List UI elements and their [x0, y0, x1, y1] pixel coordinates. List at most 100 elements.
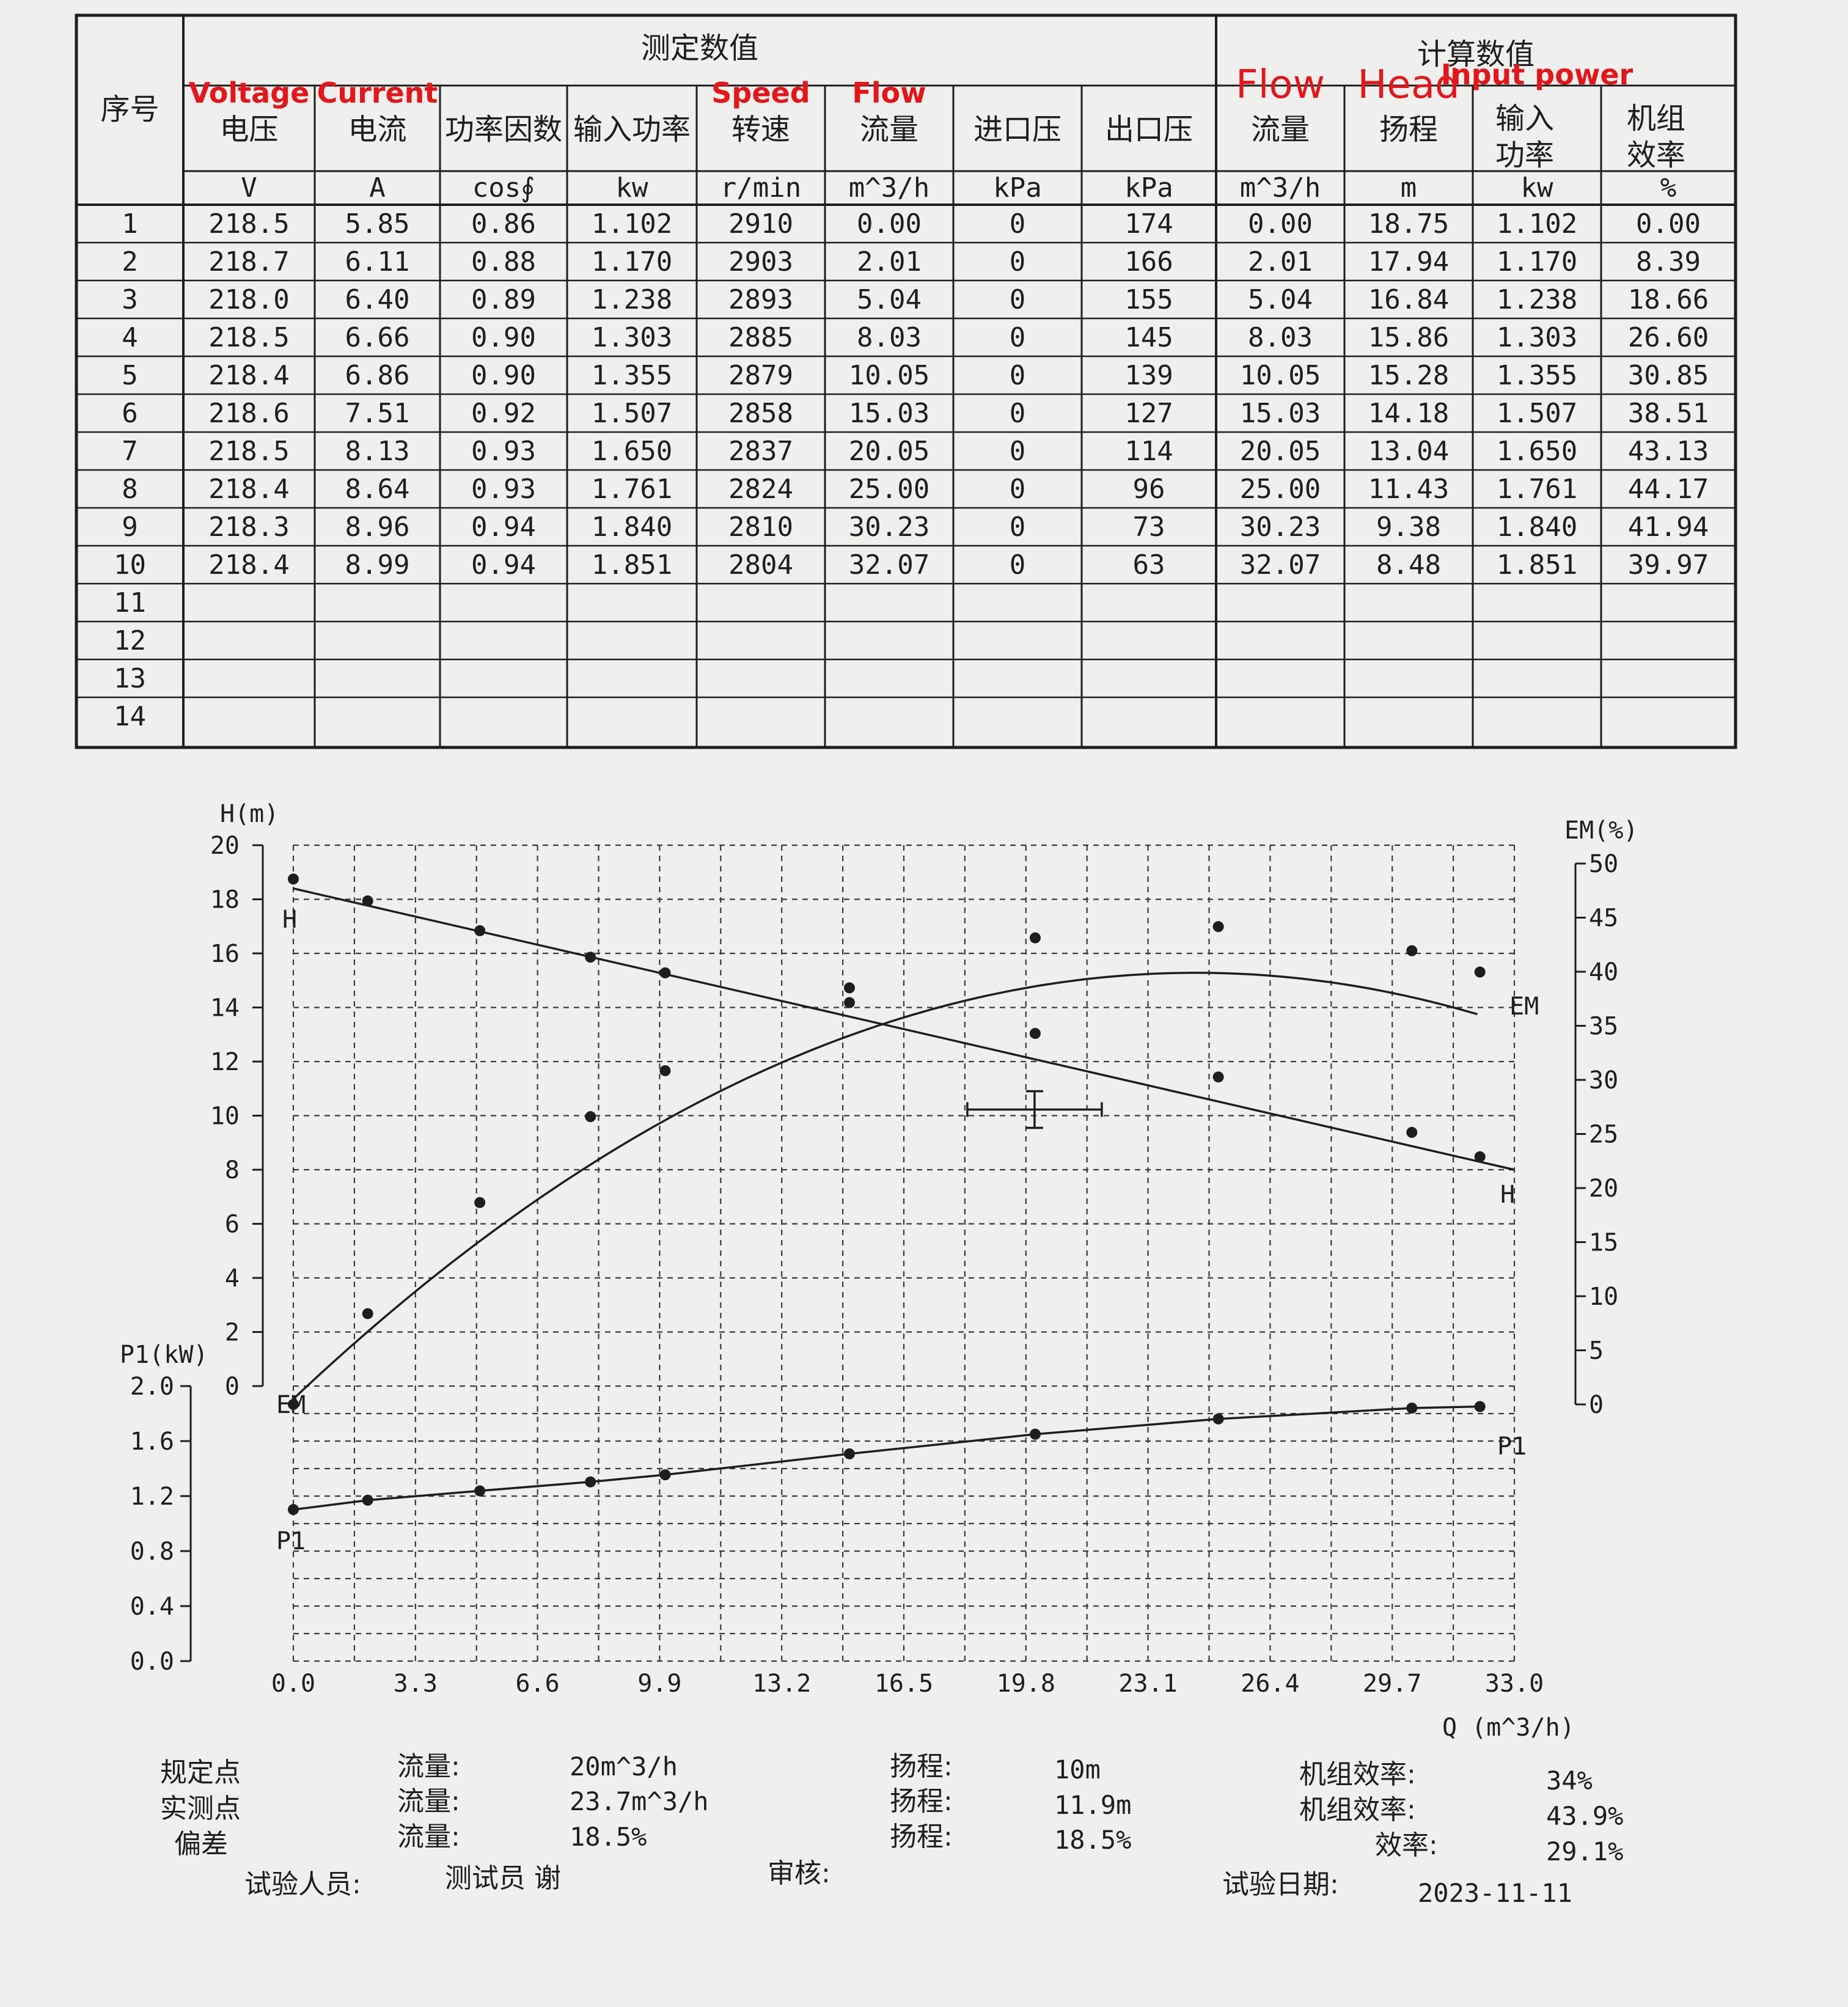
table-cell: 2810 [728, 512, 793, 543]
efficiency-axis-tick-label: 45 [1589, 904, 1618, 933]
power-point [843, 1448, 855, 1459]
footer-eff-label: 机组效率: [1299, 1794, 1416, 1825]
table-cell: 2.01 [857, 246, 922, 277]
power-point [362, 1494, 373, 1506]
table-cell: 8.03 [857, 322, 922, 353]
head-curve [293, 887, 1515, 1171]
footer-head-value: 18.5% [1054, 1825, 1131, 1855]
efficiency-axis-tick-label: 20 [1589, 1175, 1618, 1203]
table-cell: 30.23 [1240, 512, 1321, 543]
table-cell: 11 [114, 587, 146, 618]
column-unit: cos∮ [472, 172, 535, 204]
efficiency-point [1406, 945, 1418, 956]
table-cell: 13.04 [1368, 436, 1449, 467]
table-cell: 38.51 [1628, 398, 1709, 429]
x-axis-tick-label: 19.8 [997, 1670, 1055, 1698]
test-date-label: 试验日期: [1222, 1869, 1339, 1900]
efficiency-point [1029, 932, 1041, 944]
table-cell: 2893 [728, 284, 793, 315]
table-cell: 0.00 [1248, 208, 1313, 240]
head-curve-label: H [1500, 1181, 1515, 1209]
column-annotation: Speed [711, 76, 810, 109]
footer-head-value: 10m [1054, 1755, 1101, 1785]
table-cell: 0 [1010, 398, 1026, 429]
table-cell: 8.13 [345, 436, 410, 467]
table-cell: 16.84 [1368, 284, 1449, 315]
footer-head-value: 11.9m [1054, 1790, 1131, 1820]
efficiency-point [1474, 966, 1486, 978]
column-unit: kw [616, 172, 648, 204]
table-cell: 0 [1010, 360, 1026, 391]
power-point [288, 1504, 299, 1516]
table-cell: 20.05 [1240, 436, 1321, 467]
table-cell: 43.13 [1628, 436, 1709, 467]
table-cell: 7 [122, 436, 138, 467]
table-cell: 5.85 [345, 208, 410, 240]
footer-row-label: 偏差 [174, 1829, 228, 1860]
table-cell: 1.238 [592, 284, 672, 315]
head-axis-tick-label: 2 [225, 1319, 240, 1347]
x-axis-tick-label: 26.4 [1241, 1670, 1299, 1698]
table-cell: 3 [122, 284, 138, 315]
table-cell: 114 [1124, 436, 1173, 467]
head-point [585, 952, 596, 963]
column-header: 流量 [1251, 112, 1310, 147]
table-cell: 218.4 [208, 474, 289, 505]
table-cell: 0.00 [857, 208, 922, 240]
column-unit: m [1401, 172, 1417, 204]
table-cell: 6 [122, 398, 138, 429]
column-header: 进口压 [974, 112, 1062, 147]
column-unit: kw [1521, 172, 1553, 204]
table-cell: 1.303 [592, 322, 672, 353]
footer-head-label: 扬程: [890, 1751, 953, 1782]
column-header: 转速 [732, 112, 790, 147]
table-cell: 0.88 [471, 246, 536, 277]
table-cell: 10.05 [849, 360, 930, 391]
power-axis-tick-label: 0.8 [130, 1538, 174, 1566]
tester-name: 测试员 谢 [445, 1863, 561, 1894]
table-cell: 1.851 [1497, 549, 1577, 581]
head-point [474, 925, 486, 936]
column-annotation: Head [1357, 62, 1459, 108]
head-point [362, 895, 373, 907]
efficiency-axis-label: EM(%) [1564, 816, 1638, 845]
table-cell: 218.6 [208, 398, 289, 429]
power-point [474, 1485, 486, 1497]
head-axis-tick-label: 18 [210, 886, 240, 914]
column-unit: kPa [993, 172, 1041, 204]
table-cell: 8.64 [345, 474, 410, 505]
table-cell: 0 [1010, 322, 1026, 353]
column-unit: A [369, 172, 386, 204]
table-cell: 96 [1133, 474, 1165, 505]
table-cell: 63 [1133, 549, 1165, 581]
head-point [1212, 1071, 1224, 1083]
table-cell: 6.86 [345, 360, 410, 391]
x-axis-tick-label: 29.7 [1363, 1670, 1421, 1698]
table-cell: 7.51 [345, 398, 410, 429]
table-cell: 1.170 [1497, 246, 1577, 277]
table-cell: 20.05 [849, 436, 930, 467]
test-date-value: 2023-11-11 [1418, 1878, 1572, 1908]
footer-head-label: 扬程: [890, 1821, 953, 1852]
measured-group-header: 测定数值 [641, 31, 758, 65]
efficiency-axis-tick-label: 35 [1589, 1013, 1618, 1041]
head-axis-tick-label: 14 [210, 994, 240, 1022]
efficiency-point [843, 982, 855, 994]
table-cell: 127 [1124, 398, 1173, 429]
power-axis-tick-label: 1.2 [130, 1483, 174, 1511]
power-axis-tick-label: 2.0 [130, 1373, 174, 1401]
head-axis-tick-label: 0 [225, 1373, 240, 1401]
table-cell: 9 [122, 512, 138, 543]
table-cell: 25.00 [849, 474, 930, 505]
table-cell: 8.03 [1248, 322, 1313, 353]
table-cell: 0.93 [471, 436, 536, 467]
table-cell: 15.03 [1240, 398, 1321, 429]
table-cell: 15.86 [1368, 322, 1449, 353]
table-cell: 218.5 [208, 322, 289, 353]
table-cell: 12 [114, 625, 146, 656]
table-cell: 4 [122, 322, 138, 353]
efficiency-point [585, 1111, 596, 1123]
table-cell: 2824 [728, 474, 793, 505]
